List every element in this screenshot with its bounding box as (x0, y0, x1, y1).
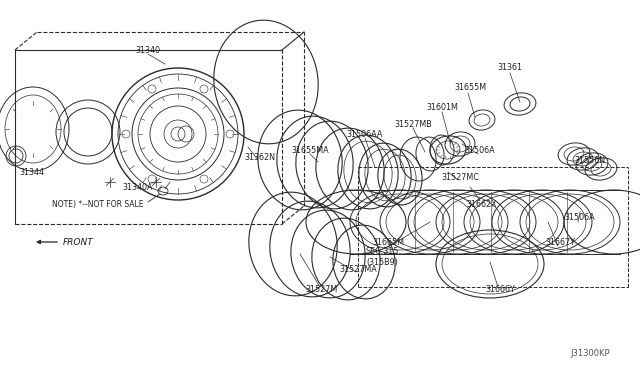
Text: 31655M: 31655M (454, 83, 486, 92)
Text: 31665M: 31665M (372, 237, 404, 247)
Text: 31340A: 31340A (123, 183, 153, 192)
Text: 31362N: 31362N (244, 153, 275, 161)
Text: 31601M: 31601M (426, 103, 458, 112)
Text: 31527MC: 31527MC (441, 173, 479, 182)
Text: SEC.315
(315B9): SEC.315 (315B9) (365, 247, 399, 267)
Text: NOTE) *--NOT FOR SALE: NOTE) *--NOT FOR SALE (52, 199, 143, 208)
Text: 31527MA: 31527MA (339, 266, 377, 275)
Text: 31506A: 31506A (564, 212, 595, 221)
Text: 31506AA: 31506AA (347, 129, 383, 138)
Text: 31506A: 31506A (465, 145, 495, 154)
Text: 31556N: 31556N (575, 155, 605, 164)
Text: FRONT: FRONT (63, 237, 93, 247)
Text: 31344: 31344 (19, 167, 45, 176)
Text: 31527M: 31527M (306, 285, 338, 295)
Text: 31655MA: 31655MA (291, 145, 329, 154)
Text: 31361: 31361 (497, 62, 522, 71)
Text: J31300KP: J31300KP (570, 350, 610, 359)
Text: 31666Y: 31666Y (485, 285, 515, 295)
Text: 31340: 31340 (136, 45, 161, 55)
Text: 31662X: 31662X (467, 199, 497, 208)
Text: 31667Y: 31667Y (545, 237, 575, 247)
Text: 31527MB: 31527MB (394, 119, 432, 128)
